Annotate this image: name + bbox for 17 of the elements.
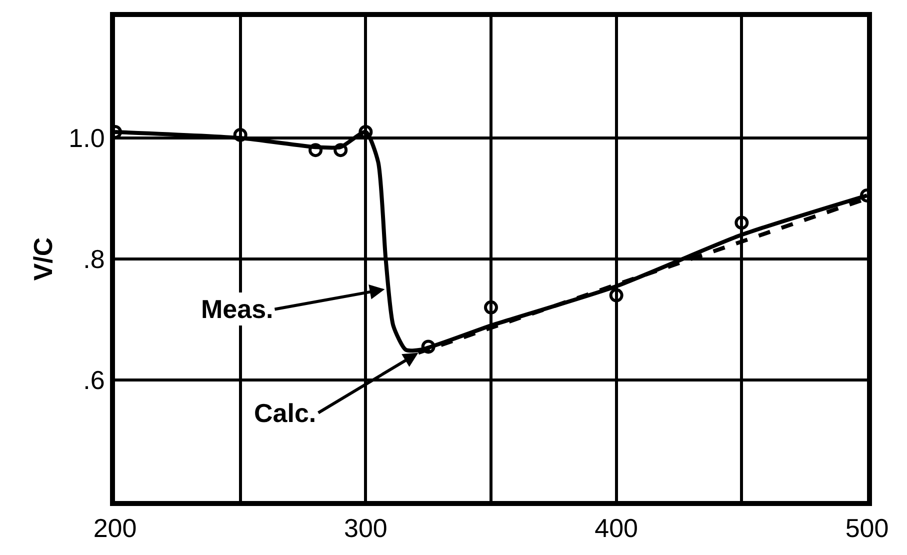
annotation: Meas. [201, 294, 274, 324]
x-tick-label: 400 [594, 513, 638, 544]
point [334, 143, 348, 158]
point [734, 216, 749, 230]
y-axis-title: V/C [28, 237, 58, 281]
x-tick-label: 200 [93, 513, 137, 544]
y-tick-label: .8 [83, 244, 105, 274]
x-tick-label: 300 [344, 513, 388, 544]
y-tick-label: .6 [83, 365, 105, 396]
point [484, 300, 498, 314]
point [308, 143, 323, 158]
y-tick-label: 1.0 [68, 123, 105, 154]
point [421, 340, 436, 354]
x-tick-label: 500 [845, 513, 889, 544]
point [609, 288, 624, 302]
point [233, 128, 248, 142]
annotation: Calc. [254, 398, 316, 428]
